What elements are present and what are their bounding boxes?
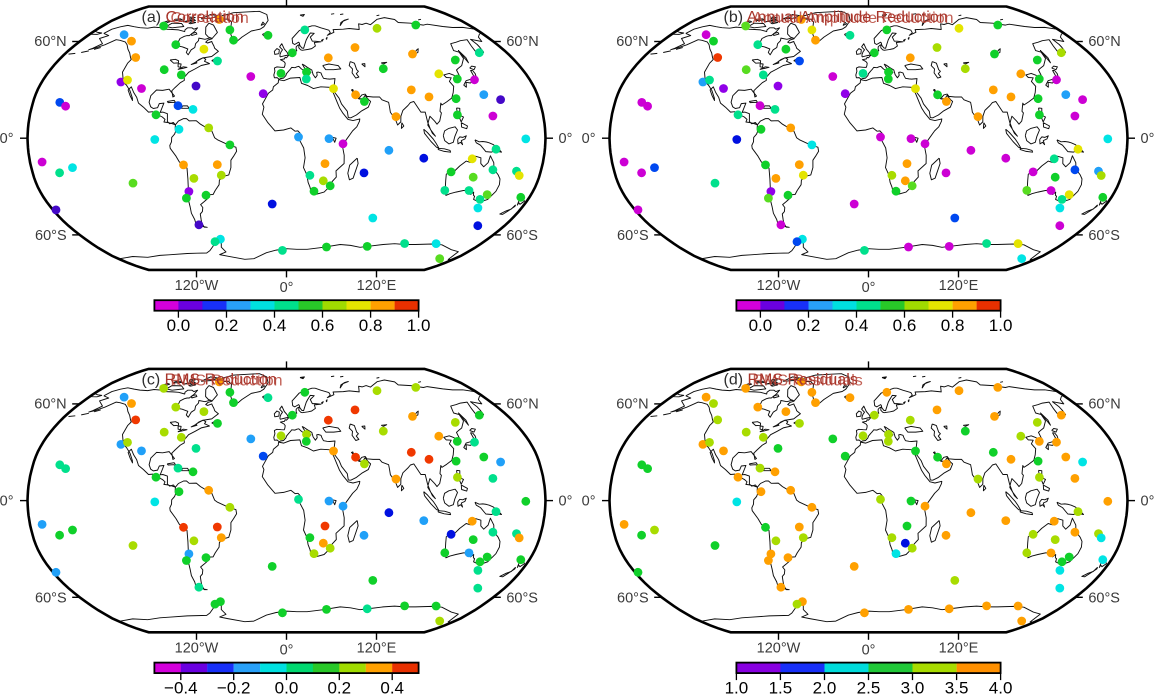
svg-text:0°: 0°: [1141, 493, 1155, 509]
svg-text:0.6: 0.6: [311, 316, 335, 335]
svg-text:60°N: 60°N: [616, 34, 648, 50]
svg-text:60°S: 60°S: [506, 590, 538, 606]
svg-text:−0.4: −0.4: [164, 679, 198, 698]
svg-text:3.0: 3.0: [901, 679, 925, 698]
svg-text:0.8: 0.8: [941, 316, 965, 335]
svg-text:0°: 0°: [559, 131, 573, 147]
svg-text:60°S: 60°S: [35, 590, 67, 606]
svg-text:60°S: 60°S: [35, 228, 67, 244]
svg-text:0°: 0°: [582, 493, 596, 509]
svg-text:60°N: 60°N: [506, 34, 538, 50]
svg-text:0°: 0°: [0, 493, 14, 509]
svg-text:0°: 0°: [582, 131, 596, 147]
svg-text:1.0: 1.0: [725, 679, 749, 698]
svg-text:(a) Correlation: (a) Correlation: [142, 9, 244, 26]
svg-text:60°N: 60°N: [1088, 34, 1120, 50]
svg-text:1.0: 1.0: [989, 316, 1013, 335]
svg-text:(c) RMS Reduction: (c) RMS Reduction: [142, 371, 277, 388]
svg-text:120°E: 120°E: [357, 640, 397, 656]
svg-text:0°: 0°: [559, 493, 573, 509]
svg-text:0°: 0°: [1141, 131, 1155, 147]
svg-text:Correlation: Correlation: [171, 10, 249, 27]
svg-text:60°S: 60°S: [1088, 590, 1120, 606]
svg-text:2.0: 2.0: [813, 679, 837, 698]
svg-text:0.4: 0.4: [845, 316, 869, 335]
svg-text:0°: 0°: [862, 642, 876, 658]
svg-text:120°W: 120°W: [757, 278, 801, 294]
svg-text:1.5: 1.5: [769, 679, 793, 698]
svg-text:60°S: 60°S: [617, 590, 649, 606]
svg-text:60°N: 60°N: [34, 396, 66, 412]
svg-text:−0.2: −0.2: [217, 679, 251, 698]
svg-text:(b) Annual Amplitude Reduction: (b) Annual Amplitude Reduction: [724, 9, 948, 26]
svg-text:4.0: 4.0: [989, 679, 1013, 698]
svg-text:(d) RMS Residuals: (d) RMS Residuals: [724, 371, 858, 388]
svg-text:3.5: 3.5: [945, 679, 969, 698]
svg-text:60°N: 60°N: [1088, 396, 1120, 412]
svg-text:0.2: 0.2: [797, 316, 821, 335]
svg-text:120°W: 120°W: [175, 640, 219, 656]
svg-text:0°: 0°: [280, 280, 294, 296]
svg-text:0.2: 0.2: [327, 679, 351, 698]
svg-text:0°: 0°: [862, 280, 876, 296]
svg-text:0°: 0°: [0, 131, 14, 147]
svg-text:Annual Amplitude Reduction: Annual Amplitude Reduction: [753, 10, 954, 27]
svg-text:0.0: 0.0: [167, 316, 191, 335]
svg-text:0.2: 0.2: [215, 316, 239, 335]
svg-text:120°W: 120°W: [757, 640, 801, 656]
svg-text:0.4: 0.4: [380, 679, 404, 698]
svg-text:60°S: 60°S: [1088, 228, 1120, 244]
svg-text:60°N: 60°N: [506, 396, 538, 412]
svg-text:0.4: 0.4: [263, 316, 287, 335]
svg-text:60°N: 60°N: [34, 34, 66, 50]
svg-text:0.6: 0.6: [893, 316, 917, 335]
svg-text:0.0: 0.0: [275, 679, 299, 698]
svg-text:120°E: 120°E: [939, 278, 979, 294]
svg-text:RMS Reduction: RMS Reduction: [171, 372, 283, 389]
svg-text:60°S: 60°S: [617, 228, 649, 244]
svg-text:RMS Residuals: RMS Residuals: [753, 372, 863, 389]
svg-text:0°: 0°: [280, 642, 294, 658]
svg-text:60°S: 60°S: [506, 228, 538, 244]
svg-text:120°W: 120°W: [175, 278, 219, 294]
svg-text:60°N: 60°N: [616, 396, 648, 412]
svg-text:0.0: 0.0: [749, 316, 773, 335]
svg-text:2.5: 2.5: [857, 679, 881, 698]
svg-text:0.8: 0.8: [359, 316, 383, 335]
svg-text:1.0: 1.0: [407, 316, 431, 335]
svg-text:120°E: 120°E: [357, 278, 397, 294]
svg-text:120°E: 120°E: [939, 640, 979, 656]
